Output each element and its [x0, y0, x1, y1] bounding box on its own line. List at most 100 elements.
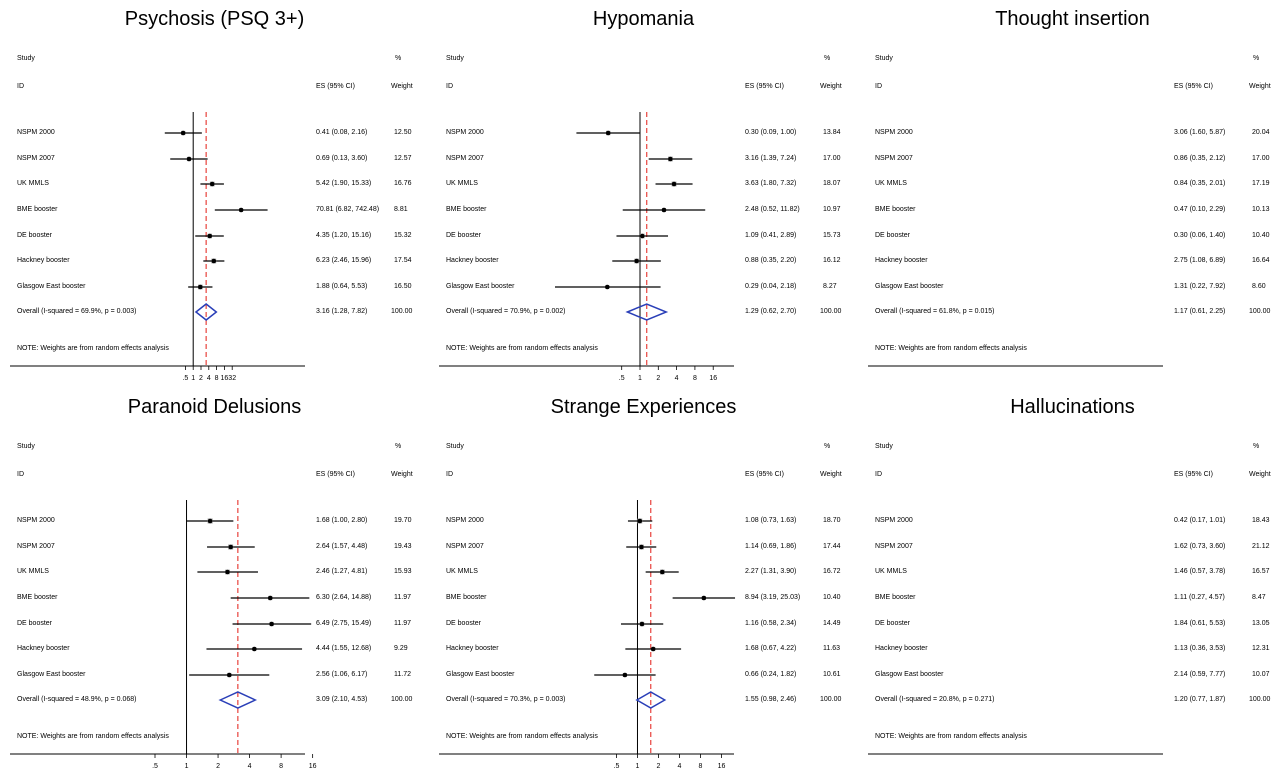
header-study: Study — [446, 443, 464, 450]
weight-text: 11.63 — [823, 645, 840, 652]
weight-text: 8.27 — [823, 283, 837, 290]
effect-size-text: 1.31 (0.22, 7.92) — [1174, 283, 1226, 290]
x-tick-label: 8 — [699, 763, 703, 770]
point-estimate — [209, 181, 215, 187]
header-id: ID — [875, 83, 882, 90]
point-estimate — [671, 181, 677, 187]
effect-size-text: 1.13 (0.36, 3.53) — [1174, 645, 1226, 652]
note-text: NOTE: Weights are from random effects an… — [446, 345, 598, 352]
x-tick-label: .5 — [619, 375, 625, 382]
study-label: NSPM 2007 — [17, 155, 55, 162]
weight-text: 18.70 — [823, 517, 841, 524]
overall-es-text: 1.20 (0.77, 1.87) — [1174, 696, 1226, 703]
point-estimate — [668, 156, 673, 162]
study-label: UK MMLS — [17, 180, 49, 187]
x-tick-label: 16 — [309, 763, 317, 770]
study-label: NSPM 2000 — [446, 517, 484, 524]
x-tick-label: .5 — [614, 763, 620, 770]
effect-size-text: 4.44 (1.55, 12.68) — [316, 645, 372, 652]
effect-size-text: 0.30 (0.09, 1.00) — [745, 129, 797, 136]
x-tick-label: 1 — [638, 375, 642, 382]
study-label: Glasgow East booster — [446, 283, 515, 290]
effect-size-text: 1.84 (0.61, 5.53) — [1174, 620, 1226, 627]
weight-text: 10.97 — [823, 206, 841, 213]
overall-es-text: 1.29 (0.62, 2.70) — [745, 308, 797, 315]
panel-title: Strange Experiences — [550, 396, 737, 418]
note-text: NOTE: Weights are from random effects an… — [17, 733, 169, 740]
point-estimate — [225, 569, 230, 575]
overall-label: Overall (I-squared = 20.8%, p = 0.271) — [875, 696, 995, 703]
weight-text: 18.43 — [1252, 517, 1270, 524]
effect-size-text: 6.49 (2.75, 15.49) — [316, 620, 372, 627]
x-tick-label: 8 — [693, 375, 697, 382]
weight-text: 13.84 — [823, 129, 841, 136]
point-estimate — [660, 569, 665, 575]
header-percent: % — [1253, 55, 1260, 62]
weight-text: 16.12 — [823, 257, 841, 264]
point-estimate — [252, 646, 257, 652]
weight-text: 14.49 — [823, 620, 841, 627]
weight-text: 19.70 — [394, 517, 412, 524]
overall-label: Overall (I-squared = 48.9%, p = 0.068) — [17, 696, 137, 703]
point-estimate — [605, 284, 610, 290]
overall-weight-text: 100.00 — [820, 696, 842, 703]
study-label: Glasgow East booster — [446, 671, 515, 678]
header-study: Study — [17, 443, 35, 450]
forest-plot-panel: Hallucinations Study ID% ES (95% CI) Weight N… — [858, 388, 1287, 776]
x-tick-label: 16 — [221, 375, 229, 382]
effect-size-text: 6.23 (2.46, 15.96) — [316, 257, 372, 264]
point-estimate — [226, 672, 232, 678]
weight-text: 17.19 — [1252, 180, 1270, 187]
weight-text: 16.72 — [823, 568, 841, 575]
effect-size-text: 5.42 (1.90, 15.33) — [316, 180, 372, 187]
study-label: NSPM 2007 — [17, 543, 55, 550]
weight-text: 17.00 — [1252, 155, 1270, 162]
study-label: NSPM 2000 — [446, 129, 484, 136]
point-estimate — [634, 258, 639, 264]
point-estimate — [639, 544, 644, 550]
weight-text: 17.00 — [823, 155, 841, 162]
study-label: NSPM 2000 — [875, 517, 913, 524]
x-tick-label: 4 — [675, 375, 679, 382]
overall-es-text: 1.17 (0.61, 2.25) — [1174, 308, 1226, 315]
weight-text: 16.50 — [394, 283, 412, 290]
x-tick-label: 32 — [228, 375, 236, 382]
effect-size-text: 0.41 (0.08, 2.16) — [316, 129, 368, 136]
weight-text: 10.40 — [1252, 232, 1270, 239]
header-weight: Weight — [820, 83, 842, 90]
overall-diamond — [194, 303, 218, 321]
forest-plot-svg: .5 1 2 4 8 16 32 — [10, 112, 305, 382]
point-estimate — [207, 233, 213, 239]
study-label: UK MMLS — [875, 568, 907, 575]
effect-size-text: 2.56 (1.06, 6.17) — [316, 671, 368, 678]
panel-title: Psychosis (PSQ 3+) — [124, 8, 305, 30]
study-label: Glasgow East booster — [875, 283, 944, 290]
x-tick-label: 4 — [248, 763, 252, 770]
weight-text: 16.64 — [1252, 257, 1270, 264]
point-estimate — [186, 156, 192, 162]
x-tick-label: 1 — [185, 763, 189, 770]
point-estimate — [637, 518, 643, 524]
effect-size-text: 2.75 (1.08, 6.89) — [1174, 257, 1226, 264]
header-id: ID — [17, 471, 24, 478]
header-es: ES (95% CI) — [745, 83, 784, 90]
weight-text: 11.72 — [394, 671, 411, 678]
weight-text: 12.50 — [394, 129, 412, 136]
effect-size-text: 3.16 (1.39, 7.24) — [745, 155, 797, 162]
header-study: Study — [17, 55, 35, 62]
weight-text: 20.04 — [1252, 129, 1270, 136]
header-percent: % — [395, 443, 402, 450]
header-es: ES (95% CI) — [1174, 83, 1213, 90]
effect-size-text: 0.86 (0.35, 2.12) — [1174, 155, 1226, 162]
header-percent: % — [395, 55, 402, 62]
study-label: Hackney booster — [875, 645, 928, 652]
panel-title: Hypomania — [592, 8, 695, 30]
header-percent: % — [824, 443, 831, 450]
weight-text: 12.31 — [1252, 645, 1270, 652]
overall-weight-text: 100.00 — [391, 308, 413, 315]
study-label: DE booster — [446, 620, 482, 627]
x-tick-label: 1 — [636, 763, 640, 770]
